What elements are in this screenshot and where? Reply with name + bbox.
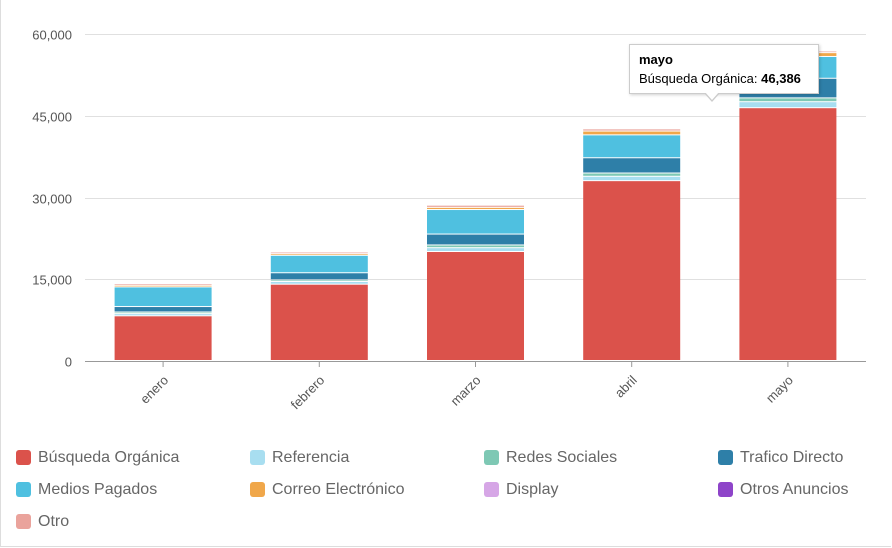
bar-segment[interactable]: [114, 307, 212, 312]
bar-segment[interactable]: [114, 285, 212, 287]
legend-swatch: [484, 482, 499, 497]
bar-segment[interactable]: [270, 281, 368, 284]
bar-segment[interactable]: [270, 255, 368, 273]
bar-segment[interactable]: [270, 254, 368, 255]
legend-label: Otro: [38, 512, 70, 530]
x-tick-label: mayo: [763, 373, 796, 406]
legend-label: Redes Sociales: [506, 448, 618, 466]
tooltip-arrow: [705, 92, 719, 100]
y-tick-label: 0: [65, 355, 72, 370]
bar-segment[interactable]: [583, 129, 681, 131]
legend-label: Referencia: [272, 448, 350, 466]
bar-segment[interactable]: [583, 176, 681, 181]
bar-segment[interactable]: [270, 280, 368, 281]
bar-segment[interactable]: [114, 314, 212, 316]
bar-segment[interactable]: [427, 248, 524, 251]
legend-item[interactable]: Otros Anuncios: [718, 480, 892, 499]
legend-item[interactable]: Display: [484, 480, 718, 499]
y-tick-label: 15,000: [32, 273, 72, 288]
bar-segment[interactable]: [270, 273, 368, 280]
legend-item[interactable]: Referencia: [250, 448, 484, 467]
bar-segment[interactable]: [427, 252, 524, 360]
legend-swatch: [250, 450, 265, 465]
bar-segment[interactable]: [270, 252, 368, 254]
bar-segment[interactable]: [739, 102, 837, 108]
legend-item[interactable]: Trafico Directo: [718, 448, 892, 467]
bar-segment[interactable]: [427, 207, 524, 210]
y-tick-label: 30,000: [32, 192, 72, 207]
bar-segment[interactable]: [427, 205, 524, 207]
legend-swatch: [16, 450, 31, 465]
legend-swatch: [718, 482, 733, 497]
x-tick-label: enero: [137, 373, 171, 407]
bar-segment[interactable]: [583, 131, 681, 135]
x-tick-label: abril: [612, 372, 640, 400]
legend-swatch: [718, 450, 733, 465]
chart-legend: Búsqueda Orgánica Referencia Redes Sociale…: [16, 448, 886, 531]
bar-segment[interactable]: [114, 312, 212, 314]
legend-label: Correo Electrónico: [272, 480, 405, 498]
legend-label: Display: [506, 480, 559, 498]
tooltip-label: Búsqueda Orgánica:: [639, 71, 762, 86]
legend-item[interactable]: Medios Pagados: [16, 480, 250, 499]
bar-segment[interactable]: [583, 181, 681, 360]
legend-label: Medios Pagados: [38, 480, 158, 498]
legend-item[interactable]: Otro: [16, 512, 250, 531]
bar-segment[interactable]: [114, 284, 212, 285]
legend-label: Otros Anuncios: [740, 480, 849, 498]
x-tick-label: febrero: [288, 373, 328, 413]
tooltip-value: 46,386: [761, 71, 801, 86]
bar-segment[interactable]: [583, 135, 681, 158]
legend-label: Trafico Directo: [740, 448, 844, 466]
y-tick-label: 60,000: [32, 28, 72, 43]
bar-segment[interactable]: [739, 108, 837, 361]
y-tick-label: 45,000: [32, 110, 72, 125]
bar-segment[interactable]: [427, 234, 524, 245]
bar-segment[interactable]: [583, 158, 681, 173]
bar-segment[interactable]: [270, 284, 368, 360]
bar-segment[interactable]: [739, 98, 837, 102]
legend-swatch: [484, 450, 499, 465]
bar-segment[interactable]: [114, 316, 212, 360]
legend-label: Búsqueda Orgánica: [38, 448, 180, 466]
chart-tooltip: mayo Búsqueda Orgánica: 46,386: [629, 44, 819, 94]
legend-item[interactable]: Búsqueda Orgánica: [16, 448, 250, 467]
bar-segment[interactable]: [583, 173, 681, 176]
bar-segment[interactable]: [427, 245, 524, 248]
legend-swatch: [16, 514, 31, 529]
legend-swatch: [250, 482, 265, 497]
legend-item[interactable]: Correo Electrónico: [250, 480, 484, 499]
legend-item[interactable]: Redes Sociales: [484, 448, 718, 467]
legend-swatch: [16, 482, 31, 497]
tooltip-body: Búsqueda Orgánica: 46,386: [639, 71, 809, 86]
tooltip-title: mayo: [639, 52, 673, 67]
bar-segment[interactable]: [427, 210, 524, 234]
bar-segment[interactable]: [114, 287, 212, 307]
x-tick-label: marzo: [447, 373, 483, 409]
